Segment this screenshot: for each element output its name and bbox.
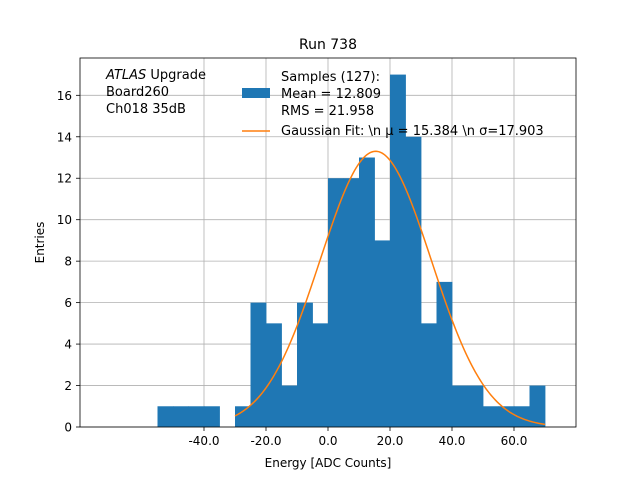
histogram-bar [421,323,437,427]
annotation-text: Upgrade [146,68,206,83]
histogram-bar [374,240,391,427]
histogram-bar [188,406,205,427]
histogram-bar [204,406,220,427]
histogram-bar [452,385,468,427]
x-axis: -40.0 -20.0 0.0 20.0 40.0 60.0 [188,427,527,448]
y-tick-label: 8 [64,255,72,269]
x-tick-label: 60.0 [501,434,528,448]
histogram-bar [359,157,375,427]
y-tick-label: 4 [64,338,72,352]
histogram-bar [281,385,298,427]
y-tick-label: 16 [57,89,72,103]
annotation-line: ATLAS Upgrade [105,68,206,83]
y-axis-label: Entries [33,222,47,264]
x-tick-label: 0.0 [318,434,337,448]
x-tick-label: 40.0 [439,434,466,448]
histogram-bar [173,406,189,427]
x-tick-label: 20.0 [377,434,404,448]
y-tick-label: 12 [57,172,72,186]
y-tick-label: 6 [64,296,72,310]
histogram-bar [343,178,360,427]
x-tick-label: -20.0 [250,434,281,448]
histogram-bar [405,136,422,428]
histogram-bar [467,385,484,427]
legend-label-samples: Samples (127): [281,70,380,85]
histogram-bar [498,406,515,427]
legend-label-samples: Mean = 12.809 [281,87,381,102]
histogram-bar [297,302,313,427]
annotation-line: Ch018 35dB [106,102,186,117]
y-tick-label: 10 [57,213,72,227]
histogram-bar [157,406,174,427]
y-axis: 0 2 4 6 8 10 12 14 16 [57,89,80,435]
chart-title: Run 738 [299,37,357,53]
annotation-text: Ch018 35dB [106,102,186,117]
y-tick-label: 0 [64,421,72,435]
legend-label-fit: Gaussian Fit: \n μ = 15.384 \n σ=17.903 [281,124,544,139]
y-tick-label: 14 [57,130,72,144]
y-tick-label: 2 [64,379,72,393]
annotation-text: Board260 [106,85,169,100]
histogram-bar [529,385,546,427]
annotation-line: Board260 [106,85,169,100]
histogram-bar [514,406,530,427]
histogram-bar [250,302,267,427]
annotation-italic: ATLAS [105,68,146,83]
histogram-bar [390,74,406,428]
legend-label-samples: RMS = 21.958 [281,104,374,119]
x-axis-label: Energy [ADC Counts] [265,456,392,470]
x-tick-label: -40.0 [188,434,219,448]
histogram-bar [328,178,344,427]
legend: Samples (127): Mean = 12.809 RMS = 21.95… [242,70,544,139]
histogram-bar [436,281,453,427]
histogram-bar [235,406,251,427]
atlas-annotation: ATLAS Upgrade Board260 Ch018 35dB [105,68,206,117]
histogram-bars [157,74,546,428]
gaussian-fit-curve [234,150,546,426]
histogram-bar [483,406,499,427]
histogram-bar [312,323,329,427]
legend-swatch-samples [242,88,270,98]
